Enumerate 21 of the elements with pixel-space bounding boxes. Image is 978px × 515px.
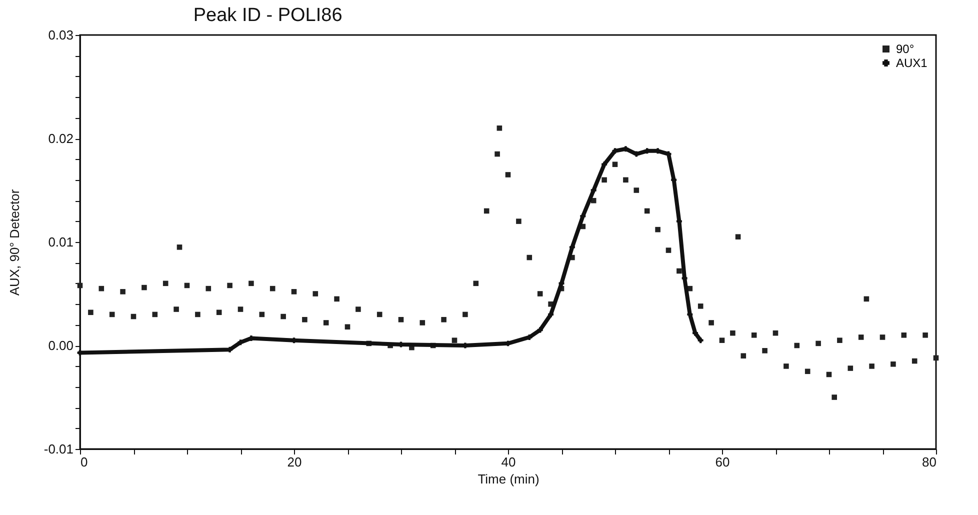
y-tick-label: 0.00 bbox=[48, 338, 74, 353]
y-tick-label: -0.01 bbox=[44, 442, 74, 456]
legend-label: 90° bbox=[896, 42, 914, 56]
legend-label: AUX1 bbox=[896, 56, 928, 70]
x-axis-title: Time (min) bbox=[478, 472, 540, 486]
y-axis-title: AUX, 90° Detector bbox=[6, 188, 22, 296]
y-tick-label: 0.01 bbox=[48, 234, 74, 250]
x-tick-label: 0 bbox=[80, 454, 88, 470]
point bbox=[698, 338, 704, 344]
chart-title: Peak ID - POLI86 bbox=[193, 5, 342, 26]
point bbox=[537, 327, 543, 333]
y-tick-label: 0.03 bbox=[48, 28, 74, 42]
point bbox=[602, 162, 608, 168]
line-series bbox=[77, 146, 704, 356]
x-tick-label: 60 bbox=[715, 454, 730, 470]
x-tick-label: 40 bbox=[501, 454, 516, 470]
x-tick-label: 20 bbox=[287, 454, 302, 470]
y-tick-label: 0.02 bbox=[48, 131, 74, 146]
x-tick-label: 80 bbox=[922, 454, 936, 470]
point bbox=[548, 312, 554, 318]
point bbox=[634, 151, 640, 157]
